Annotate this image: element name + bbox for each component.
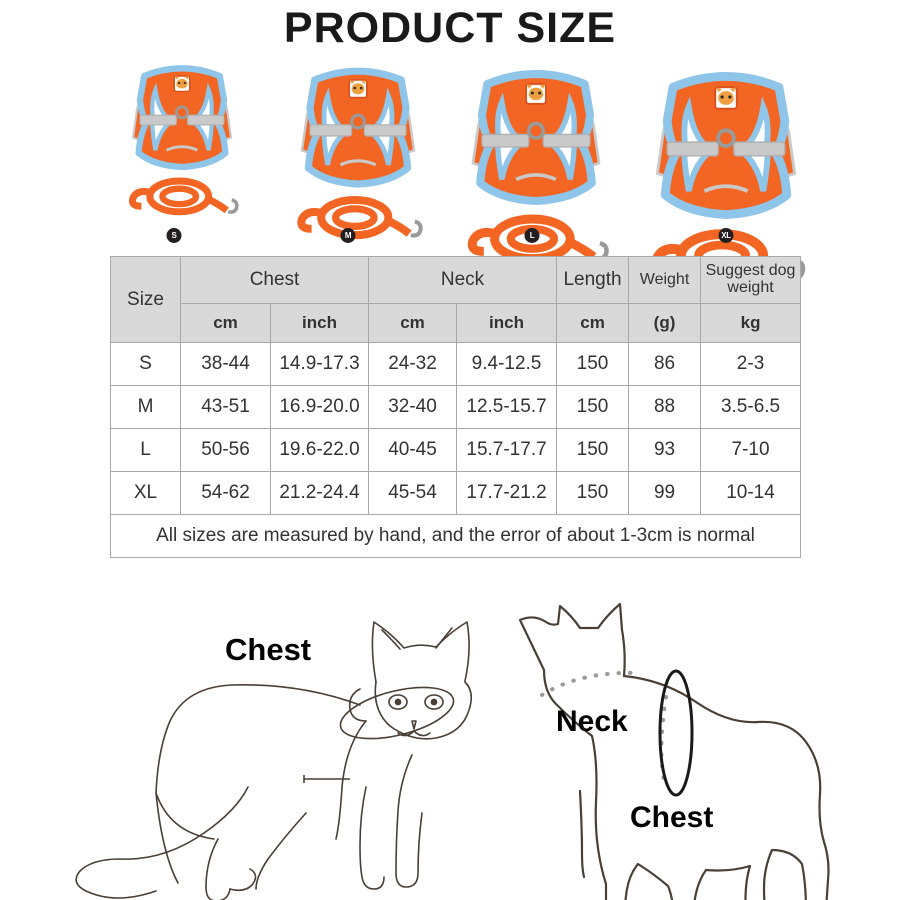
cell-length-cm: 150 — [556, 428, 630, 472]
cell-suggest-kg: 3.5-6.5 — [700, 385, 802, 429]
cell-neck-inch: 9.4-12.5 — [456, 342, 558, 386]
cell-chest-inch: 14.9-17.3 — [269, 342, 370, 386]
cell-chest-cm: 50-56 — [180, 428, 271, 472]
size-badge-m: M — [340, 228, 356, 243]
cell-neck-cm: 40-45 — [368, 428, 458, 472]
product-image-row — [0, 48, 900, 283]
header-length-cm: cm — [556, 303, 630, 343]
cell-neck-cm: 32-40 — [368, 385, 458, 429]
cell-suggest-kg: 10-14 — [700, 471, 802, 515]
header-weight-g: (g) — [628, 303, 702, 343]
header-chest-inch: inch — [269, 303, 370, 343]
cell-suggest-kg: 2-3 — [700, 342, 802, 386]
cell-weight-g: 93 — [628, 428, 702, 472]
product-image-xl — [628, 48, 824, 283]
cell-chest-inch: 19.6-22.0 — [269, 428, 370, 472]
measurement-diagrams: Chest Neck Chest — [0, 585, 900, 900]
dog-chest-label: Chest — [630, 801, 714, 834]
cell-size: S — [110, 342, 181, 386]
dog-outline-drawing — [518, 602, 830, 900]
header-neck-cm: cm — [368, 303, 458, 343]
cat-measurement-diagram: Chest — [60, 585, 480, 900]
cell-neck-inch: 17.7-21.2 — [456, 471, 558, 515]
header-size: Size — [110, 256, 181, 343]
cell-weight-g: 88 — [628, 385, 702, 429]
dog-neck-label: Neck — [556, 705, 628, 738]
cell-chest-cm: 38-44 — [180, 342, 271, 386]
header-suggest-kg: kg — [700, 303, 802, 343]
size-badge-row: S M L XL — [0, 228, 900, 248]
harness-illustration-s — [128, 65, 239, 216]
cell-length-cm: 150 — [556, 342, 630, 386]
table-header-unit-row: cm inch cm inch cm (g) kg — [111, 303, 802, 343]
table-row: L 50-56 19.6-22.0 40-45 15.7-17.7 150 93… — [110, 428, 802, 472]
product-image-s — [112, 48, 252, 228]
cell-weight-g: 99 — [628, 471, 702, 515]
cell-weight-g: 86 — [628, 342, 702, 386]
cell-suggest-kg: 7-10 — [700, 428, 802, 472]
cat-chest-label: Chest — [225, 632, 312, 667]
size-badge-s: S — [166, 228, 182, 243]
table-header-group-row: Size Chest Neck Length Weight Suggest do… — [110, 256, 802, 343]
cell-length-cm: 150 — [556, 385, 630, 429]
cell-neck-inch: 15.7-17.7 — [456, 428, 558, 472]
header-length: Length — [556, 256, 630, 304]
header-suggest-dog-weight: Suggest dog weight — [700, 256, 802, 304]
cell-chest-cm: 54-62 — [180, 471, 271, 515]
size-badge-l: L — [524, 228, 540, 243]
product-image-l — [446, 48, 626, 264]
dog-measurement-diagram: Neck Chest — [480, 585, 900, 900]
page-title: PRODUCT SIZE — [283, 4, 617, 52]
cell-length-cm: 150 — [556, 471, 630, 515]
cell-size: XL — [110, 471, 181, 515]
table-row: M 43-51 16.9-20.0 32-40 12.5-15.7 150 88… — [110, 385, 802, 429]
cell-neck-cm: 24-32 — [368, 342, 458, 386]
cell-chest-inch: 16.9-20.0 — [269, 385, 370, 429]
header-neck: Neck — [368, 256, 558, 304]
cell-size: L — [110, 428, 181, 472]
cell-neck-inch: 12.5-15.7 — [456, 385, 558, 429]
header-neck-inch: inch — [456, 303, 558, 343]
table-note-row: All sizes are measured by hand, and the … — [109, 514, 802, 558]
size-chart-table: Size Chest Neck Length Weight Suggest do… — [109, 256, 802, 558]
cell-neck-cm: 45-54 — [368, 471, 458, 515]
table-row: XL 54-62 21.2-24.4 45-54 17.7-21.2 150 9… — [110, 471, 802, 515]
size-badge-xl: XL — [718, 228, 734, 243]
cell-chest-cm: 43-51 — [180, 385, 271, 429]
cell-chest-inch: 21.2-24.4 — [269, 471, 370, 515]
header-weight: Weight — [628, 256, 702, 304]
product-image-m — [278, 48, 438, 244]
cell-size: M — [110, 385, 181, 429]
table-row: S 38-44 14.9-17.3 24-32 9.4-12.5 150 86 … — [110, 342, 802, 386]
cat-outline-drawing — [75, 621, 473, 900]
measurement-note: All sizes are measured by hand, and the … — [109, 514, 802, 558]
harness-illustration-m — [297, 67, 423, 240]
header-chest: Chest — [179, 256, 370, 304]
header-chest-cm: cm — [180, 303, 271, 343]
